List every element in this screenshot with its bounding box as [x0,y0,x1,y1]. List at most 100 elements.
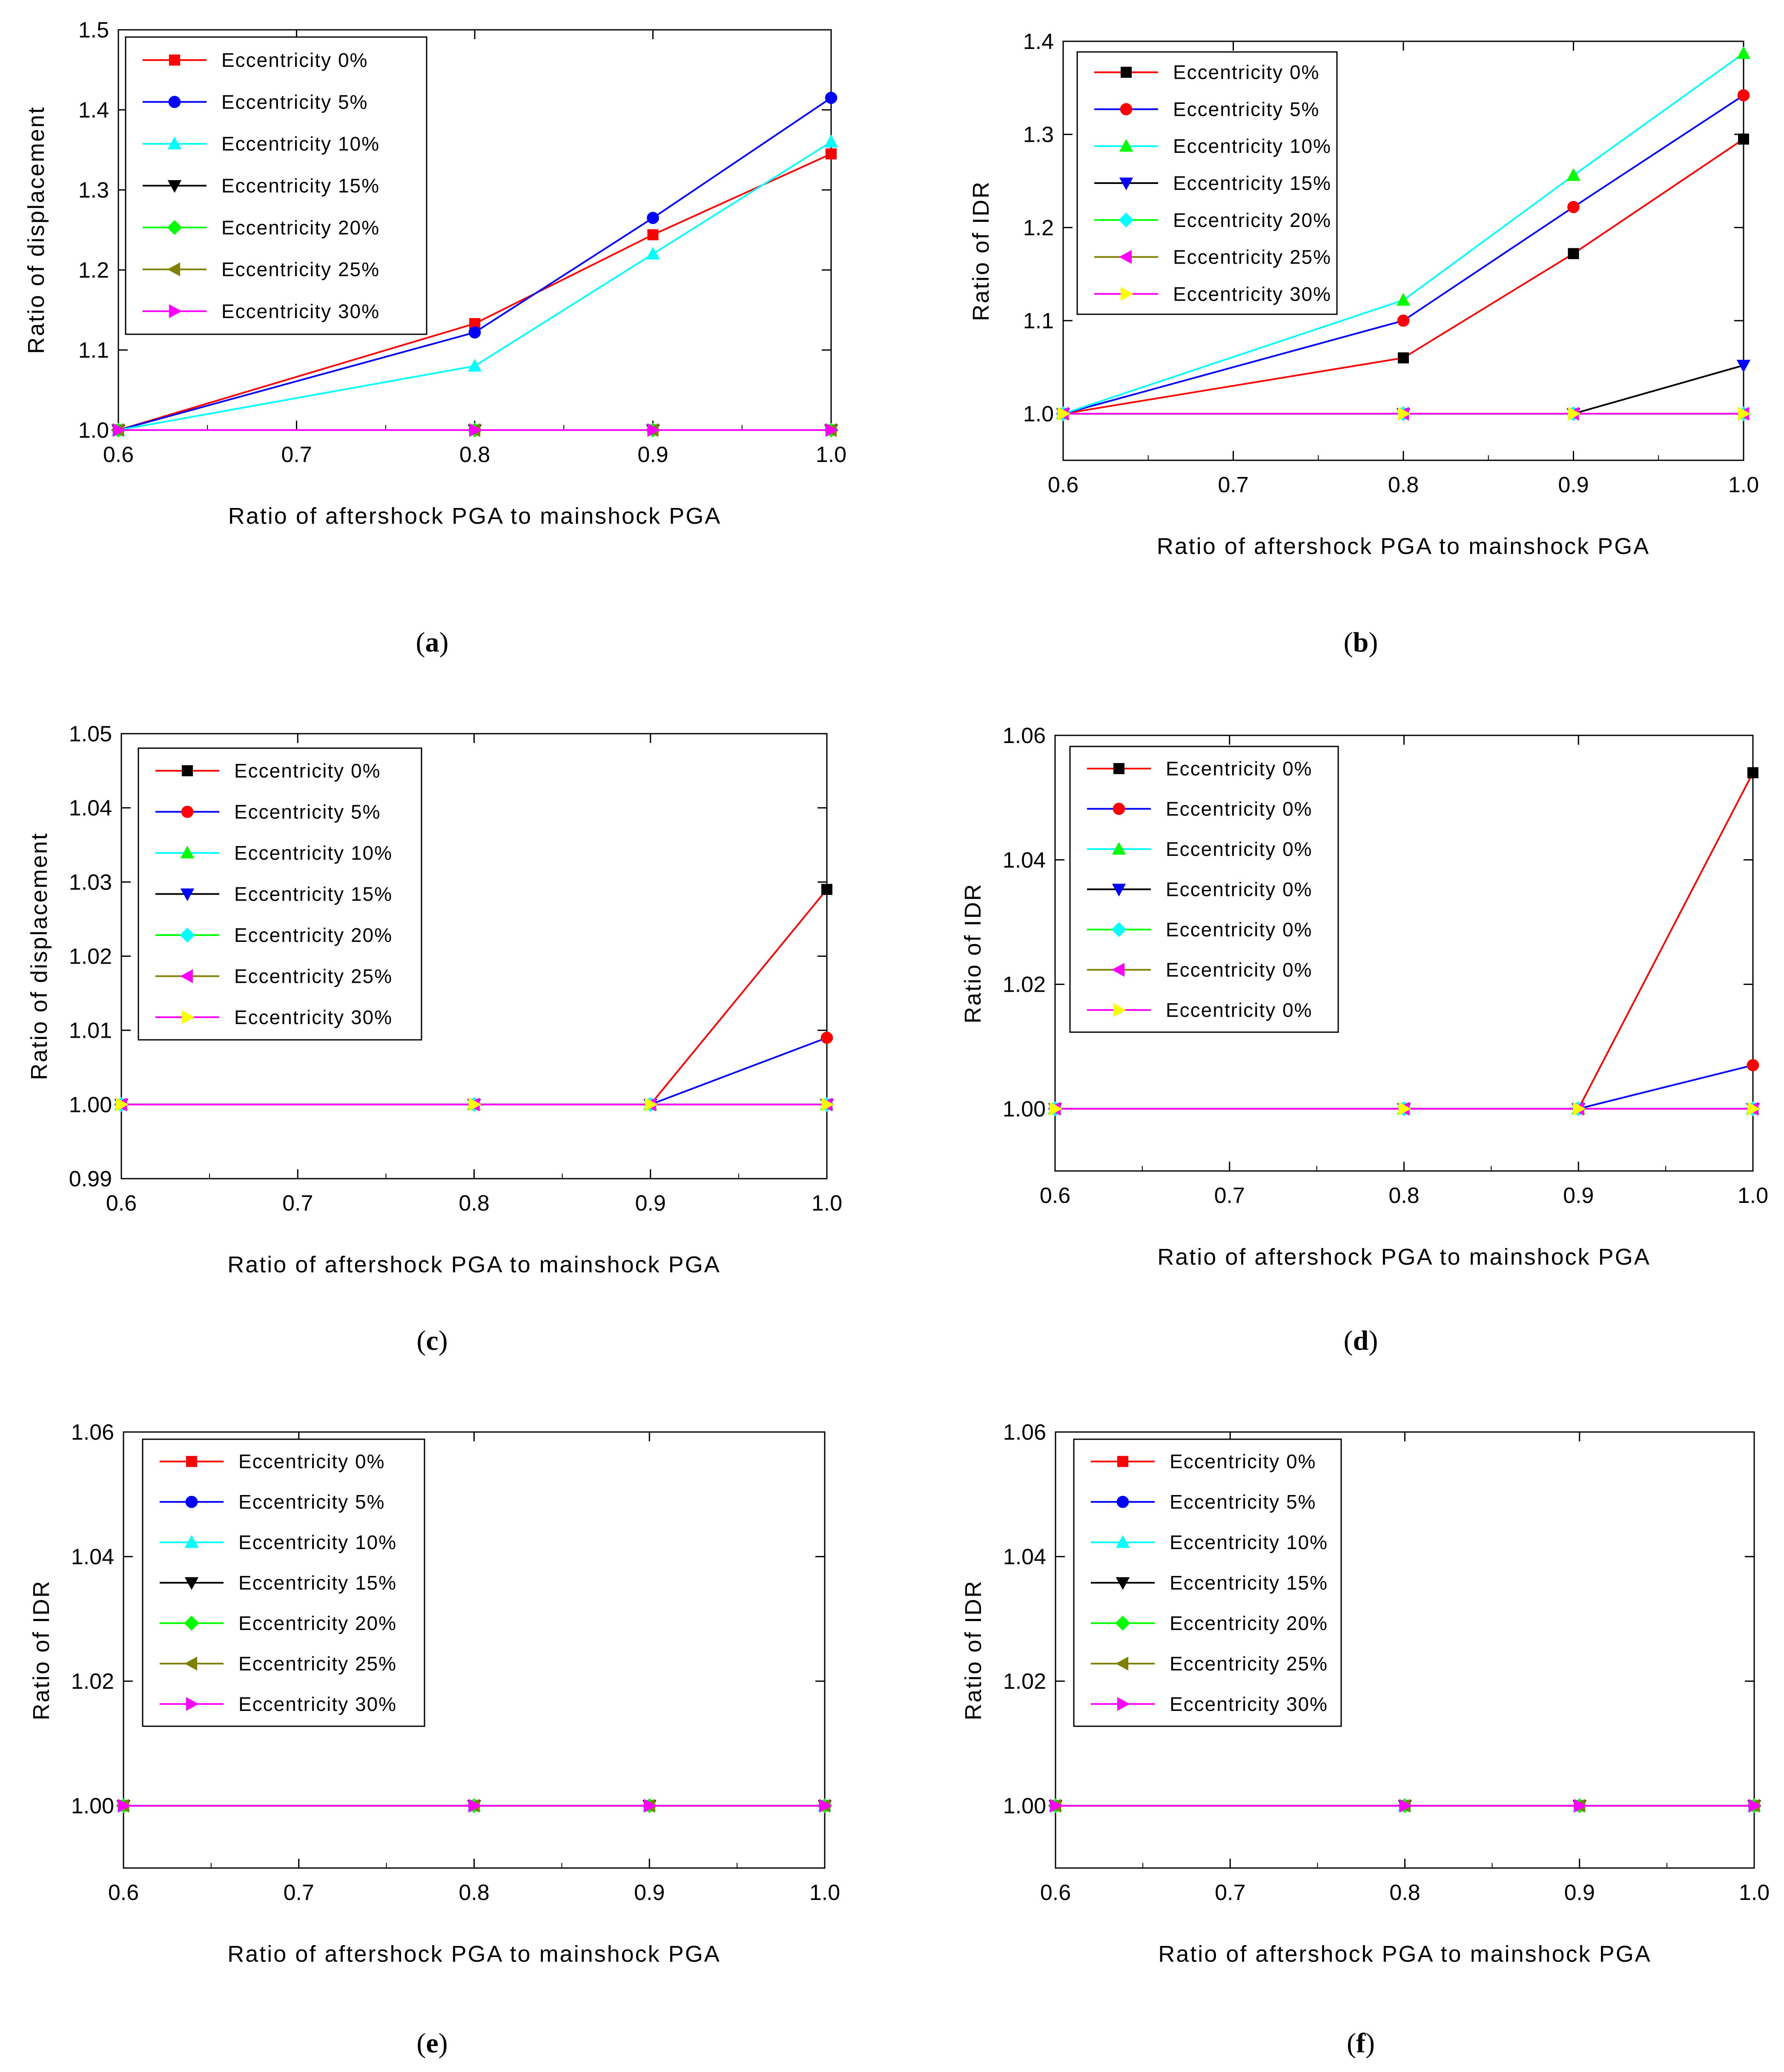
data-point-s2-p3 [647,212,659,224]
y-tick-label: 1.04 [71,1545,114,1570]
y-tick-label: 1.00 [1003,1097,1046,1122]
chart-panel-c: 0.6 0.7 0.8 0.9 1.0 0.99 1.00 1.01 1.02 1.03 1.04 1… [26,722,842,1356]
legend-swatch-marker [1116,1577,1130,1590]
series-line-2 [118,97,832,431]
chart-panel-b: 0.6 0.7 0.8 0.9 1.0 1.0 1.1 1.2 1.3 1.4 Ratio of a… [968,29,1759,658]
data-point-s2-p3 [1567,201,1580,213]
x-tick-label: 0.9 [634,1880,665,1905]
x-tick-label: 0.6 [108,1880,139,1905]
y-tick-label: 1.02 [69,944,112,969]
x-tick-label: 0.8 [459,1191,489,1216]
legend-label: Eccentricity 0% [1166,798,1312,820]
data-point-s7-p3 [644,1799,657,1813]
x-tick-label: 1.0 [1738,1183,1768,1208]
legend-label: Eccentricity 10% [1173,135,1331,157]
legend-label: Eccentricity 25% [1173,246,1331,268]
data-point-s1-p3 [647,229,659,241]
legend-label: Eccentricity 15% [234,883,393,905]
x-axis-label: Ratio of aftershock PGA to mainshock PGA [227,1941,720,1967]
y-axis-label: Ratio of IDR [968,181,994,321]
data-point-s7-p3 [645,1097,658,1112]
legend-label: Eccentricity 5% [1173,98,1319,120]
y-tick-label: 1.02 [1003,1669,1046,1694]
legend-swatch-marker [185,1495,198,1508]
data-point-s1-p4 [826,148,837,160]
x-tick-label: 0.8 [1388,1183,1419,1208]
data-point-s3-p4 [1736,46,1751,59]
legend-swatch-marker [182,765,193,777]
series-line-2 [1063,95,1744,415]
y-tick-label: 1.2 [78,258,109,283]
x-tick-label: 0.9 [635,1191,666,1216]
panel-caption: (e) [416,2028,447,2059]
legend-label: Eccentricity 30% [234,1006,393,1028]
legend-label: Eccentricity 30% [1173,283,1331,305]
y-tick-label: 1.00 [69,1093,112,1117]
x-tick-label: 0.8 [1389,1880,1420,1905]
legend-swatch-marker [180,927,195,943]
panel-caption: (a) [416,627,449,658]
legend-swatch-marker [1112,884,1126,897]
x-tick-label: 0.6 [1048,473,1078,497]
x-tick-label: 0.9 [1564,1880,1595,1905]
x-tick-label: 0.7 [1218,473,1248,497]
data-point-s1-p4 [1747,767,1758,778]
data-point-s7-p2 [1398,407,1411,421]
data-point-s7-p1 [113,423,126,437]
legend-swatch-marker [1115,1616,1130,1631]
x-axis-label: Ratio of aftershock PGA to mainshock PGA [1158,1941,1651,1967]
x-tick-label: 1.0 [809,1880,840,1905]
y-tick-label: 1.04 [1003,1545,1046,1570]
data-point-s7-p2 [1399,1799,1412,1813]
legend-label: Eccentricity 20% [238,1612,397,1634]
y-tick-label: 1.03 [69,870,112,895]
legend-label: Eccentricity 5% [221,91,368,113]
legend-label: Eccentricity 30% [221,300,380,322]
x-axis-label: Ratio of aftershock PGA to mainshock PGA [1157,1244,1650,1270]
legend-label: Eccentricity 20% [234,924,393,946]
data-point-s7-p4 [1747,1102,1760,1116]
data-point-s3-p2 [1396,293,1411,306]
y-tick-label: 1.3 [1023,123,1054,147]
y-tick-label: 1.4 [1023,29,1054,54]
data-point-s7-p1 [116,1097,129,1112]
legend-swatch-marker [1116,1495,1129,1508]
legend-swatch-marker [1121,287,1133,301]
data-point-s1-p4 [1738,133,1749,145]
x-tick-label: 1.0 [1739,1880,1770,1905]
legend-swatch-marker [1117,1456,1128,1467]
legend-label: Eccentricity 25% [238,1653,397,1675]
y-tick-label: 1.3 [78,178,109,203]
panel-caption: (d) [1344,1325,1378,1356]
series-line-3 [1063,52,1744,415]
y-tick-label: 1.06 [1003,723,1046,748]
x-tick-label: 0.7 [1215,1880,1245,1905]
legend-label: Eccentricity 15% [238,1572,397,1594]
data-point-s7-p4 [821,1097,834,1112]
data-point-s7-p4 [1749,1799,1761,1813]
legend-label: Eccentricity 0% [1170,1450,1316,1472]
y-tick-label: 1.00 [1003,1794,1046,1819]
y-tick-label: 1.00 [71,1794,114,1819]
data-point-s7-p4 [826,423,838,437]
legend-swatch-marker [1121,66,1132,78]
legend-label: Eccentricity 20% [1173,209,1331,231]
legend-label: Eccentricity 0% [1166,878,1312,901]
x-tick-label: 0.7 [282,1191,313,1216]
y-tick-label: 1.06 [71,1420,114,1445]
x-tick-label: 0.7 [1214,1183,1245,1208]
data-point-s2-p4 [820,1031,833,1044]
x-tick-label: 0.9 [637,442,668,467]
y-tick-label: 1.0 [1023,402,1054,427]
data-point-s7-p1 [1050,1799,1063,1813]
legend-swatch-marker [167,136,182,149]
y-tick-label: 1.01 [69,1019,112,1043]
legend-swatch-marker [1119,178,1133,190]
x-tick-label: 0.8 [459,442,490,467]
y-axis-label: Ratio of IDR [29,1580,54,1720]
legend-label: Eccentricity 25% [234,965,393,987]
legend-box [1076,51,1338,315]
data-point-s7-p1 [1058,407,1070,421]
x-tick-label: 0.9 [1563,1183,1594,1208]
y-tick-label: 1.02 [71,1669,114,1694]
